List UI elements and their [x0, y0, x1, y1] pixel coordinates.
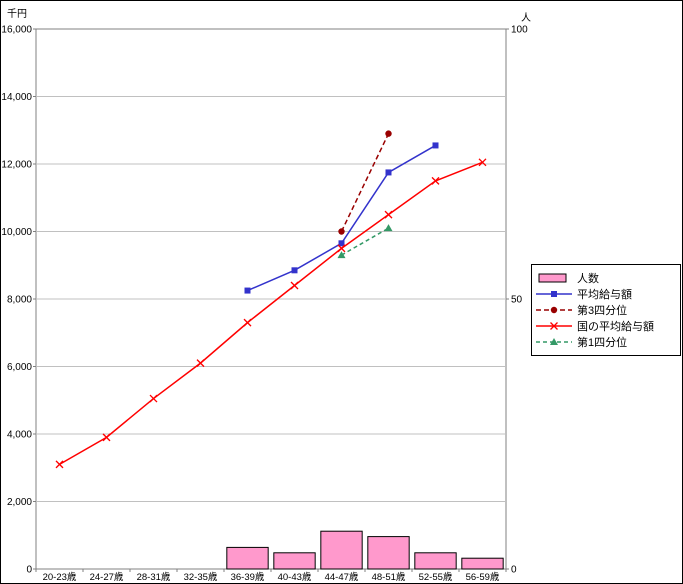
- left-tick-label: 8,000: [7, 295, 32, 306]
- x-marker-icon: [102, 433, 111, 442]
- category-label: 48-51歳: [372, 571, 406, 583]
- x-marker-icon: [149, 394, 158, 403]
- bar: [414, 552, 457, 570]
- series-line: [59, 161, 483, 466]
- legend-line-swatch: [536, 338, 572, 345]
- legend-item: 国の平均給与額: [536, 318, 676, 334]
- bar: [367, 536, 410, 570]
- bar: [461, 557, 504, 570]
- category-label: 40-43歳: [278, 571, 312, 583]
- circle-marker-icon: [550, 306, 558, 314]
- x-marker-icon: [384, 210, 393, 219]
- series-line: [340, 133, 390, 232]
- left-tick-label: 6,000: [7, 362, 32, 373]
- left-tick-label: 2,000: [7, 497, 32, 508]
- x-marker-icon: [196, 359, 205, 368]
- legend-item: 第1四分位: [536, 334, 676, 350]
- category-label: 20-23歳: [43, 571, 77, 583]
- bar: [273, 552, 316, 570]
- category-label: 32-35歳: [184, 571, 218, 583]
- right-axis-title: 人: [521, 13, 531, 24]
- category-label: 56-59歳: [466, 571, 500, 583]
- triangle-marker-icon: [384, 224, 393, 232]
- right-tick-label: 0: [511, 565, 517, 576]
- category-label: 24-27歳: [90, 571, 124, 583]
- square-marker-icon: [244, 287, 251, 294]
- circle-marker-icon: [338, 228, 345, 235]
- x-marker-icon: [55, 460, 64, 469]
- right-tick-label: 100: [511, 25, 528, 36]
- square-marker-icon: [551, 291, 557, 297]
- category-label: 28-31歳: [137, 571, 171, 583]
- left-tick-label: 4,000: [7, 430, 32, 441]
- legend-item: 人数: [536, 270, 676, 286]
- legend-line-swatch: [536, 291, 572, 297]
- left-tick-label: 14,000: [1, 92, 32, 103]
- x-marker-icon: [478, 158, 487, 167]
- legend-item: 第3四分位: [536, 302, 676, 318]
- legend-line-swatch: [536, 306, 572, 314]
- category-label: 52-55歳: [419, 571, 453, 583]
- bar-swatch-icon: [538, 273, 567, 283]
- x-marker-icon: [550, 322, 558, 330]
- left-tick-label: 16,000: [1, 25, 32, 36]
- legend-bar-swatch: [538, 273, 567, 283]
- square-marker-icon: [338, 240, 345, 247]
- square-marker-icon: [385, 169, 392, 176]
- square-marker-icon: [432, 142, 439, 149]
- right-tick-label: 50: [511, 295, 523, 306]
- x-marker-icon: [290, 281, 299, 290]
- category-label: 36-39歳: [231, 571, 265, 583]
- legend-label: 人数: [577, 273, 599, 285]
- x-marker-icon: [431, 176, 440, 185]
- left-axis-title: 千円: [7, 9, 27, 20]
- x-marker-icon: [243, 318, 252, 327]
- legend: 人数平均給与額第3四分位国の平均給与額 第1四分位: [531, 264, 681, 356]
- x-marker-icon: [337, 244, 346, 253]
- square-marker-icon: [291, 267, 298, 274]
- left-tick-label: 12,000: [1, 160, 32, 171]
- series-line: [341, 227, 389, 256]
- left-tick-label: 10,000: [1, 227, 32, 238]
- legend-line-swatch: [536, 322, 572, 330]
- bar: [320, 530, 363, 570]
- left-tick-label: 0: [26, 565, 32, 576]
- triangle-marker-icon: [337, 251, 346, 259]
- triangle-marker-icon: [550, 338, 558, 345]
- legend-label: 第3四分位: [577, 305, 628, 317]
- circle-marker-icon: [385, 130, 392, 137]
- category-label: 44-47歳: [325, 571, 359, 583]
- legend-label: 第1四分位: [577, 337, 628, 349]
- legend-label: 国の平均給与額: [577, 321, 654, 333]
- legend-item: 平均給与額: [536, 286, 676, 302]
- legend-label: 平均給与額: [577, 289, 632, 301]
- bar: [226, 546, 269, 570]
